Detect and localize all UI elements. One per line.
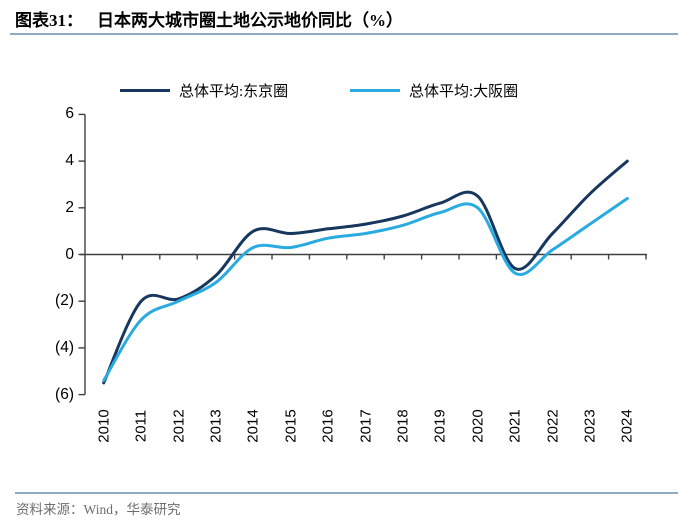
chart-legend: 总体平均:东京圈 总体平均:大阪圈 <box>0 80 700 100</box>
series-line-0 <box>102 159 629 385</box>
series-lines <box>102 159 629 385</box>
legend-label-tokyo: 总体平均:东京圈 <box>179 84 289 100</box>
y-tick-label: (2) <box>55 292 74 310</box>
legend-item-tokyo: 总体平均:东京圈 <box>120 80 288 101</box>
tokyo-line-swatch <box>120 89 170 92</box>
figure-header: 图表31： 日本两大城市圈土地公示地价同比（%） <box>15 6 403 31</box>
x-tick-label: 2020 <box>469 409 487 443</box>
y-tick-label: 6 <box>65 105 74 123</box>
figure-title: 日本两大城市圈土地公示地价同比（%） <box>97 11 403 30</box>
title-divider <box>10 33 678 35</box>
x-tick-label: 2019 <box>431 409 449 443</box>
y-tick-label: 0 <box>65 245 74 263</box>
x-tick-label: 2014 <box>244 409 262 443</box>
osaka-line-swatch <box>350 89 400 92</box>
series-line-1 <box>102 197 629 383</box>
y-tick-label: 4 <box>65 152 74 170</box>
legend-label-osaka: 总体平均:大阪圈 <box>409 84 519 100</box>
footer-divider <box>15 492 678 494</box>
y-tick-label: (4) <box>55 338 74 356</box>
x-tick-label: 2017 <box>357 409 374 443</box>
source-note: 资料来源：Wind，华泰研究 <box>16 502 181 517</box>
x-tick-label: 2024 <box>618 409 636 443</box>
axes <box>78 113 647 396</box>
y-tick-label: 2 <box>65 198 74 216</box>
x-tick-label: 2022 <box>544 409 561 443</box>
x-tick-label: 2011 <box>132 409 150 443</box>
x-tick-label: 2013 <box>207 409 225 443</box>
x-tick-label: 2021 <box>506 409 524 443</box>
y-tick-label: (6) <box>55 385 74 403</box>
x-tick-label: 2023 <box>581 409 599 443</box>
x-tick-label: 2015 <box>282 409 300 443</box>
x-tick-label: 2010 <box>95 409 113 443</box>
x-tick-label: 2016 <box>319 409 337 443</box>
x-tick-label: 2018 <box>394 409 412 443</box>
x-tick-label: 2012 <box>170 409 187 443</box>
legend-item-osaka: 总体平均:大阪圈 <box>350 80 518 101</box>
figure-label: 图表31： <box>15 11 83 30</box>
